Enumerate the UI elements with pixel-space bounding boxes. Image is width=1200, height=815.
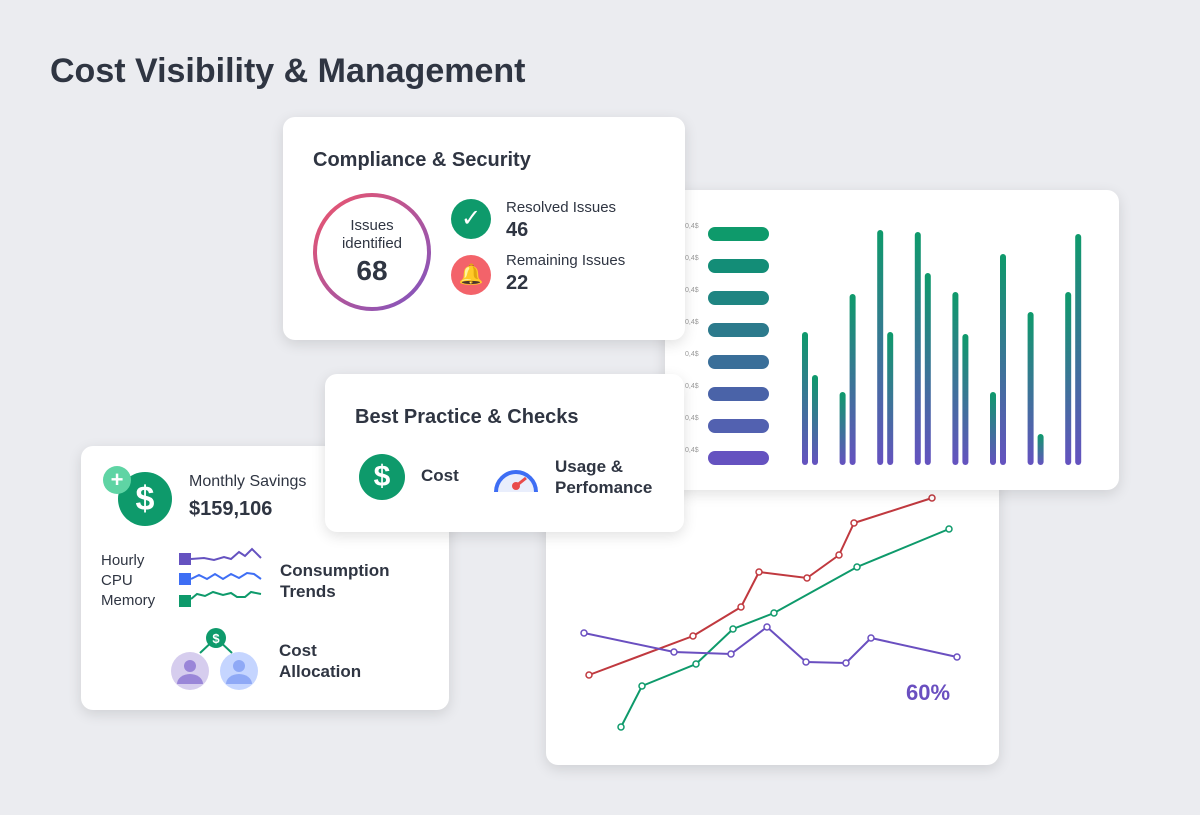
bar <box>990 392 996 465</box>
svg-text:$: $ <box>212 631 220 646</box>
bar <box>849 294 856 465</box>
bar <box>1075 234 1082 465</box>
series-point <box>842 659 850 667</box>
series-point <box>692 660 700 668</box>
bar-legend-pill <box>708 227 769 241</box>
series-point <box>945 525 953 533</box>
bar-legend-label: 0,4$ <box>685 255 699 262</box>
page-title: Cost Visibility & Management <box>50 52 526 90</box>
bar-legend-label: 0,4$ <box>685 351 699 358</box>
hourly-swatch <box>179 553 191 565</box>
issues-count: 68 <box>356 255 388 286</box>
dollar-icon: $ <box>118 472 172 526</box>
series-point <box>755 568 763 576</box>
series-point <box>638 682 646 690</box>
cost-dollar-icon: $ <box>359 454 405 500</box>
bar-legend-label: 0,4$ <box>685 415 699 422</box>
series-point <box>850 519 858 527</box>
resolved-count: 46 <box>506 219 529 241</box>
bar-legend-label: 0,4$ <box>685 223 699 230</box>
bar-chart <box>802 230 1082 465</box>
ring-label: identified <box>341 235 403 252</box>
memory-swatch <box>179 595 191 607</box>
allocation-label: Allocation <box>279 662 362 681</box>
legend-memory: Memory <box>101 592 156 609</box>
bar-legend-pill <box>708 323 769 337</box>
bar-legend-label: 0,4$ <box>685 319 699 326</box>
bar <box>877 230 884 465</box>
bar <box>1000 254 1006 465</box>
bar-legend-pill <box>708 355 769 369</box>
check-icon: ✓ <box>451 199 491 239</box>
allocation-label: Cost <box>279 641 317 660</box>
bar-legend-pill <box>708 451 769 465</box>
bar-chart-card: 0,4$ 0,4$ 0,4$ 0,4$ 0,4$ 0,4$ 0,4$ 0,4$ <box>665 190 1119 490</box>
best-practice-card: Best Practice & Checks $ Cost Usage & Per… <box>325 374 684 532</box>
trends-label: Consumption <box>280 561 390 580</box>
bar-legend-label: 0,4$ <box>685 447 699 454</box>
series-point <box>585 671 593 679</box>
bar <box>1065 292 1072 465</box>
series-point <box>835 551 843 559</box>
bar-legend-label: 0,4$ <box>685 287 699 294</box>
usage-label: Usage & <box>555 457 624 476</box>
cost-label: Cost <box>421 466 459 485</box>
bar-legend-pill <box>708 259 769 273</box>
remaining-label: Remaining Issues <box>506 252 626 269</box>
resolved-label: Resolved Issues <box>506 199 617 216</box>
trend-sparklines <box>179 547 262 607</box>
bell-icon: 🔔 <box>451 255 491 295</box>
line-chart <box>580 494 961 731</box>
bar-legend-label: 0,4$ <box>685 383 699 390</box>
series-point <box>727 650 735 658</box>
series-line <box>583 625 958 665</box>
series-point <box>729 625 737 633</box>
series-point <box>689 632 697 640</box>
savings-value: $159,106 <box>189 498 273 520</box>
series-point <box>928 494 936 502</box>
legend-hourly: Hourly <box>101 552 145 569</box>
series-point <box>580 629 588 637</box>
plus-icon: + <box>103 466 131 494</box>
legend-cpu: CPU <box>101 572 133 589</box>
bar <box>914 232 921 465</box>
bar-legend-pill <box>708 387 769 401</box>
series-line <box>588 497 933 676</box>
savings-label: Monthly Savings <box>189 473 307 490</box>
remaining-count: 22 <box>506 272 529 294</box>
series-point <box>670 648 678 656</box>
usage-label: Perfomance <box>555 478 653 497</box>
ring-label: Issues <box>350 217 394 234</box>
cost-allocation-icon: $ <box>171 628 258 690</box>
cpu-swatch <box>179 573 191 585</box>
issues-ring: Issues identified 68 <box>313 193 431 311</box>
series-point <box>867 634 875 642</box>
series-point <box>803 574 811 582</box>
bar-legend-pill <box>708 419 769 433</box>
series-point <box>953 653 961 661</box>
series-point <box>802 658 810 666</box>
best-practice-title: Best Practice & Checks <box>355 406 579 428</box>
series-point <box>770 609 778 617</box>
bar <box>962 334 969 465</box>
bar-legend-pill <box>708 291 769 305</box>
bar <box>812 375 818 465</box>
bar <box>1037 434 1044 465</box>
bar <box>887 332 894 465</box>
series-line <box>620 528 950 728</box>
bar <box>802 332 808 465</box>
bar <box>839 392 846 465</box>
bar <box>1027 312 1034 465</box>
series-point <box>853 563 861 571</box>
trends-label: Trends <box>280 582 336 601</box>
percent-label: 60% <box>906 680 951 705</box>
series-point <box>617 723 625 731</box>
bar <box>952 292 959 465</box>
compliance-title: Compliance & Security <box>313 149 531 171</box>
series-point <box>737 603 745 611</box>
bar <box>924 273 931 465</box>
series-point <box>763 623 771 631</box>
speedometer-icon <box>494 470 538 493</box>
compliance-card: Compliance & Security Issues identified … <box>283 117 685 340</box>
